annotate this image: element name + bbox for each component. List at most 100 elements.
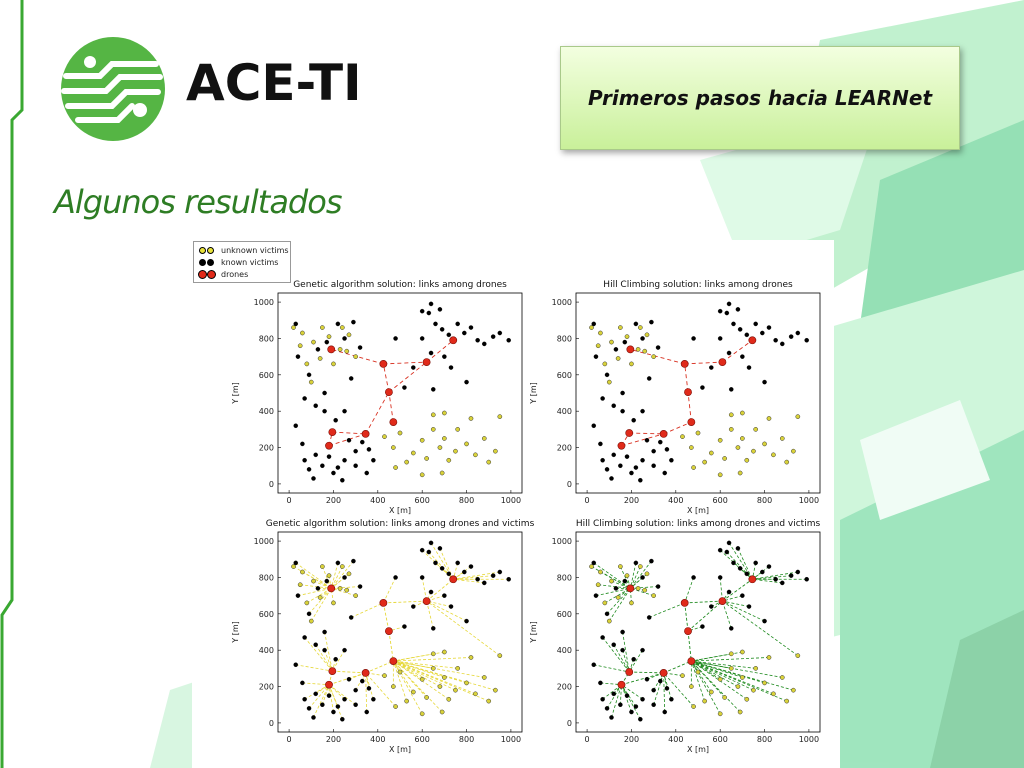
victim-link — [593, 562, 631, 589]
unknown-victim-point — [304, 600, 310, 606]
x-tick-label: 1000 — [799, 496, 819, 505]
unknown-victim-point — [424, 456, 429, 461]
known-victim-point — [646, 376, 652, 381]
known-victim-point — [640, 575, 645, 580]
known-victim-point — [669, 697, 674, 702]
known-victim-point — [598, 441, 603, 447]
victim-link — [308, 588, 332, 615]
legend-label: drones — [221, 269, 249, 279]
unknown-victim-point — [762, 680, 767, 686]
unknown-victim-point — [382, 673, 387, 678]
unknown-victim-point — [317, 595, 323, 600]
known-victim-point — [795, 330, 801, 336]
x-tick-label: 0 — [287, 735, 292, 744]
unknown-victim-point — [651, 354, 656, 359]
victim-link — [663, 672, 694, 707]
drone-point — [625, 429, 634, 437]
victim-link — [691, 660, 743, 678]
chart-legend: unknown victims known victims drones — [193, 241, 291, 283]
drone-point — [687, 657, 696, 665]
unknown-victim-point — [311, 578, 316, 584]
unknown-victim-point — [308, 379, 314, 385]
unknown-victim-point — [297, 582, 303, 588]
victim-link — [722, 600, 750, 607]
y-tick-label: 200 — [557, 444, 572, 453]
known-victim-point — [322, 629, 327, 635]
victim-link — [684, 577, 694, 604]
drone-link — [663, 660, 692, 674]
drone-link — [365, 660, 394, 674]
drone-point — [361, 430, 370, 438]
y-tick-label: 600 — [259, 371, 274, 380]
known-victim-point — [333, 418, 338, 423]
victim-link — [453, 575, 494, 580]
unknown-victim-point — [598, 330, 603, 336]
legend-item-unknown-victims: unknown victims — [198, 245, 289, 255]
drone-point — [325, 680, 333, 689]
unknown-victim-point — [291, 564, 296, 569]
unknown-victim-point — [442, 649, 447, 655]
unknown-victim-point — [609, 578, 614, 584]
victim-link — [426, 600, 467, 622]
unknown-victim-point — [468, 655, 474, 660]
victim-link — [630, 560, 652, 589]
known-victim-point — [324, 339, 330, 345]
known-victim-point — [735, 307, 741, 312]
legend-item-known-victims: known victims — [198, 257, 278, 267]
victim-link — [421, 577, 428, 602]
chart-title: Genetic algorithm solution: links among … — [266, 519, 535, 529]
drone-point — [748, 336, 757, 345]
known-victim-point — [455, 321, 460, 327]
known-victim-point — [629, 470, 634, 476]
drone-point — [328, 667, 337, 675]
known-victim-point — [437, 307, 443, 312]
y-tick-label: 1000 — [552, 537, 572, 546]
known-victim-point — [780, 341, 785, 347]
known-victim-point — [468, 564, 474, 569]
known-victim-point — [655, 345, 661, 350]
victim-link — [453, 578, 485, 584]
y-tick-label: 800 — [259, 334, 274, 343]
victim-link — [365, 672, 396, 707]
drone-link — [388, 361, 427, 393]
unknown-victim-point — [637, 325, 643, 330]
unknown-victim-point — [393, 465, 398, 470]
known-victim-point — [464, 379, 469, 385]
unknown-victim-point — [753, 666, 759, 671]
known-victim-point — [598, 680, 603, 686]
known-victim-point — [313, 642, 318, 647]
unknown-victim-point — [744, 457, 750, 463]
unknown-victim-point — [688, 684, 694, 689]
known-victim-point — [293, 560, 298, 566]
known-victim-point — [618, 702, 623, 707]
known-victim-point — [611, 403, 616, 408]
known-victim-point — [746, 604, 752, 609]
unknown-victim-point — [615, 356, 621, 361]
known-victim-point — [629, 709, 634, 715]
known-victim-point — [700, 385, 705, 390]
y-tick-label: 800 — [557, 573, 572, 582]
unknown-victim-point — [455, 666, 461, 671]
unknown-victim-point — [791, 448, 796, 454]
unknown-victim-point — [497, 653, 503, 658]
known-victim-point — [600, 635, 605, 640]
victim-link — [752, 578, 783, 584]
victim-link — [365, 672, 368, 713]
known-victim-point — [662, 470, 667, 476]
unknown-victim-point — [702, 459, 708, 465]
known-victim-point — [609, 476, 614, 481]
unknown-victim-point — [728, 666, 734, 671]
unknown-victim-point — [702, 698, 708, 704]
known-victim-point — [300, 680, 305, 686]
unknown-victim-point — [766, 655, 772, 660]
x-tick-label: 400 — [370, 496, 385, 505]
known-victim-point — [342, 647, 347, 653]
unknown-victim-point — [419, 676, 425, 682]
drone-point — [449, 336, 458, 345]
known-victim-point — [419, 547, 425, 553]
known-victim-point — [609, 715, 614, 720]
known-victim-point — [700, 624, 705, 629]
victim-link — [629, 566, 641, 589]
victim-link — [602, 684, 622, 700]
victim-link — [393, 660, 456, 691]
